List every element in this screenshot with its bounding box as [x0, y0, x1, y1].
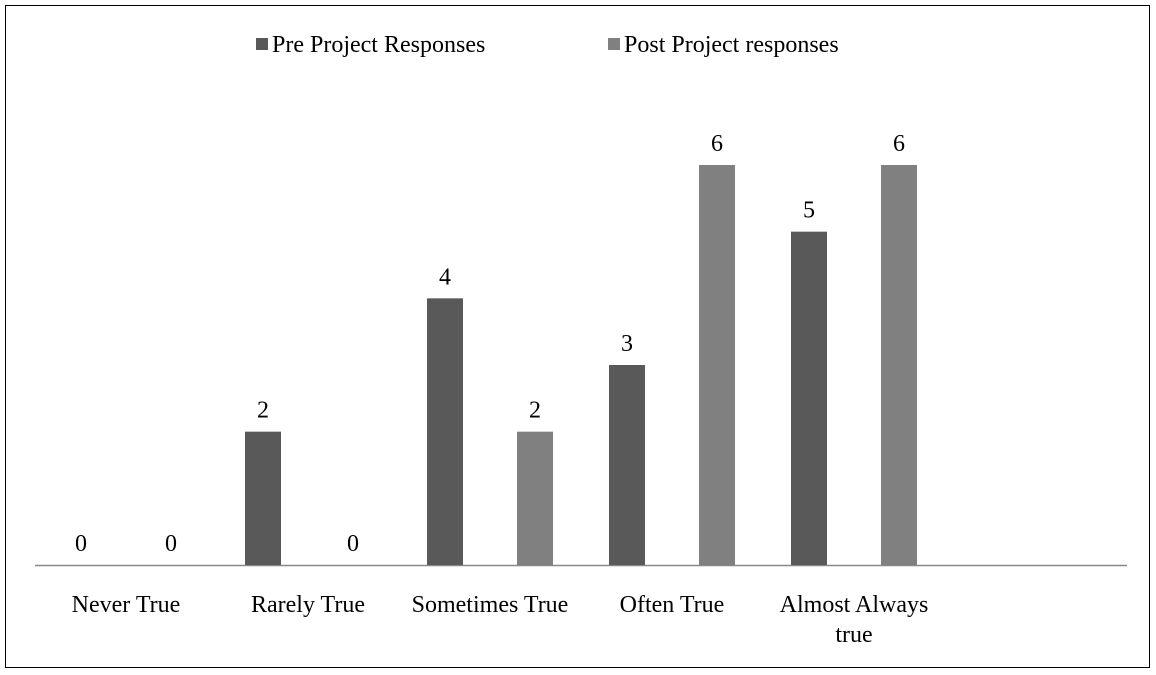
legend-swatch: [256, 38, 268, 50]
legend-label: Pre Project Responses: [272, 32, 485, 58]
data-label: 6: [893, 131, 905, 157]
x-tick-label: Almost Always true: [779, 592, 929, 648]
data-label: 0: [347, 531, 359, 557]
data-label: 0: [165, 531, 177, 557]
bar: [881, 165, 917, 565]
x-tick-label: Sometimes True: [411, 592, 569, 618]
bar: [245, 431, 281, 565]
legend-label: Post Project responses: [624, 32, 839, 58]
data-label: 4: [439, 264, 451, 290]
data-label: 2: [257, 398, 269, 424]
legend-swatch: [608, 38, 620, 50]
bar: [791, 231, 827, 565]
x-tick-label: Often True: [619, 592, 725, 618]
data-label: 2: [529, 398, 541, 424]
bar: [699, 165, 735, 565]
x-tick-label: Rarely True: [251, 592, 365, 618]
bar: [609, 365, 645, 565]
bar: [427, 298, 463, 565]
data-label: 5: [803, 198, 815, 224]
x-tick-label: Never True: [71, 592, 181, 618]
data-label: 3: [621, 331, 633, 357]
bar: [517, 431, 553, 565]
data-label: 0: [75, 531, 87, 557]
data-label: 6: [711, 131, 723, 157]
chart-border: [5, 5, 1150, 668]
